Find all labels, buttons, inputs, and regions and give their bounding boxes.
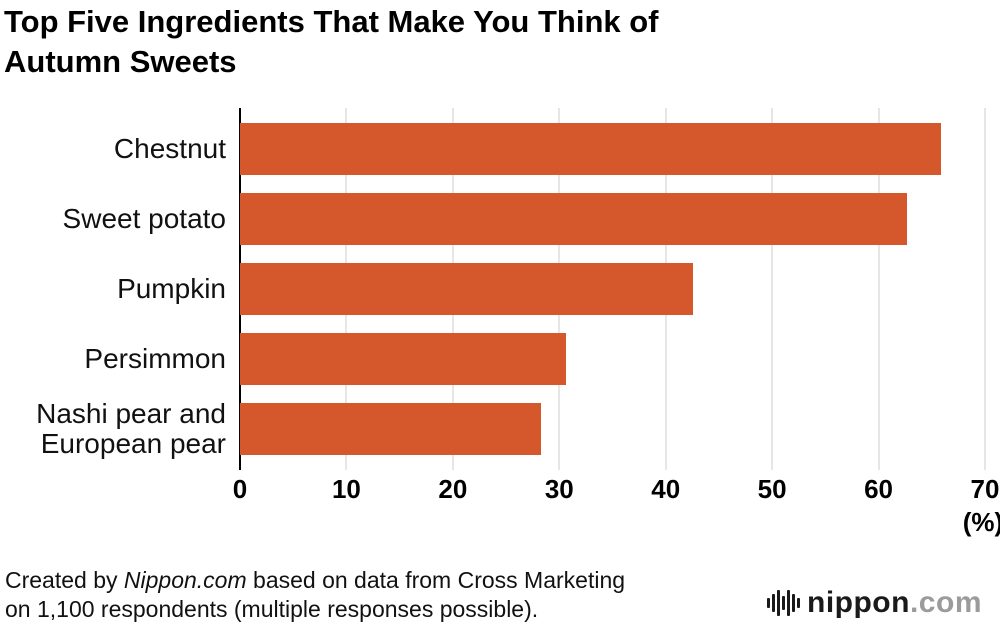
bar-row: Pumpkin: [0, 254, 985, 324]
gridline: [984, 108, 986, 470]
x-tick-0: 0: [232, 474, 248, 504]
category-label-chestnut: Chestnut: [113, 132, 226, 164]
x-tick-60: 60: [864, 474, 894, 504]
logo-suffix: .com: [909, 586, 982, 619]
category-label-pumpkin: Pumpkin: [117, 272, 226, 304]
gridline: [771, 108, 773, 470]
bar-chart: Chestnut Sweet potato Pumpkin Persimmon: [0, 108, 986, 470]
credit-line-2: on 1,100 respondents (multiple responses…: [5, 595, 539, 622]
bar-row: Sweet potato: [0, 184, 985, 254]
x-tick-40: 40: [651, 474, 681, 504]
bar-track: [240, 333, 985, 385]
bar-rows: Chestnut Sweet potato Pumpkin Persimmon: [0, 114, 985, 464]
x-tick-30: 30: [544, 474, 574, 504]
x-tick-10: 10: [331, 474, 361, 504]
bar-sweet-potato: [240, 193, 908, 245]
bar-row: Persimmon: [0, 324, 985, 394]
x-tick-50: 50: [757, 474, 787, 504]
bar-pumpkin: [240, 263, 694, 315]
page-title-line2: Autumn Sweets: [4, 44, 237, 80]
bar-chestnut: [240, 123, 942, 175]
bar-track: [240, 123, 985, 175]
bar-nashi-pear: [240, 403, 542, 455]
bar-track: [240, 193, 985, 245]
credit-line-1: Created by Nippon.com based on data from…: [5, 566, 625, 595]
credit-line1-suffix: based on data from Cross Marketing: [246, 567, 626, 593]
page-title-line1: Top Five Ingredients That Make You Think…: [4, 4, 659, 39]
credit-source: Nippon.com: [123, 567, 247, 593]
bar-row: Chestnut: [0, 114, 985, 184]
category-label-persimmon: Persimmon: [84, 342, 226, 374]
nippon-logo-bars-icon: [767, 588, 800, 618]
x-tick-70: 70: [970, 474, 1000, 504]
gridline: [878, 108, 880, 470]
page-title: Top Five Ingredients That Make You Think…: [4, 2, 659, 83]
x-axis-unit-label: (%): [962, 507, 1000, 537]
x-axis: 0 10 20 30 40 50 60 70 (%): [233, 474, 1000, 544]
bar-persimmon: [240, 333, 566, 385]
credit-prefix: Created by: [5, 567, 124, 593]
category-label-nashi-pear: Nashi pear and European pear: [36, 397, 226, 459]
x-tick-20: 20: [438, 474, 468, 504]
source-credit: Created by Nippon.com based on data from…: [5, 566, 625, 624]
bar-track: [240, 263, 985, 315]
logo-name: nippon: [807, 586, 910, 619]
category-label-sweet-potato: Sweet potato: [62, 202, 226, 234]
nippon-logo: nippon.com: [767, 586, 982, 620]
logo-text: nippon.com: [807, 586, 982, 620]
bar-row: Nashi pear and European pear: [0, 394, 985, 464]
bar-track: [240, 403, 985, 455]
